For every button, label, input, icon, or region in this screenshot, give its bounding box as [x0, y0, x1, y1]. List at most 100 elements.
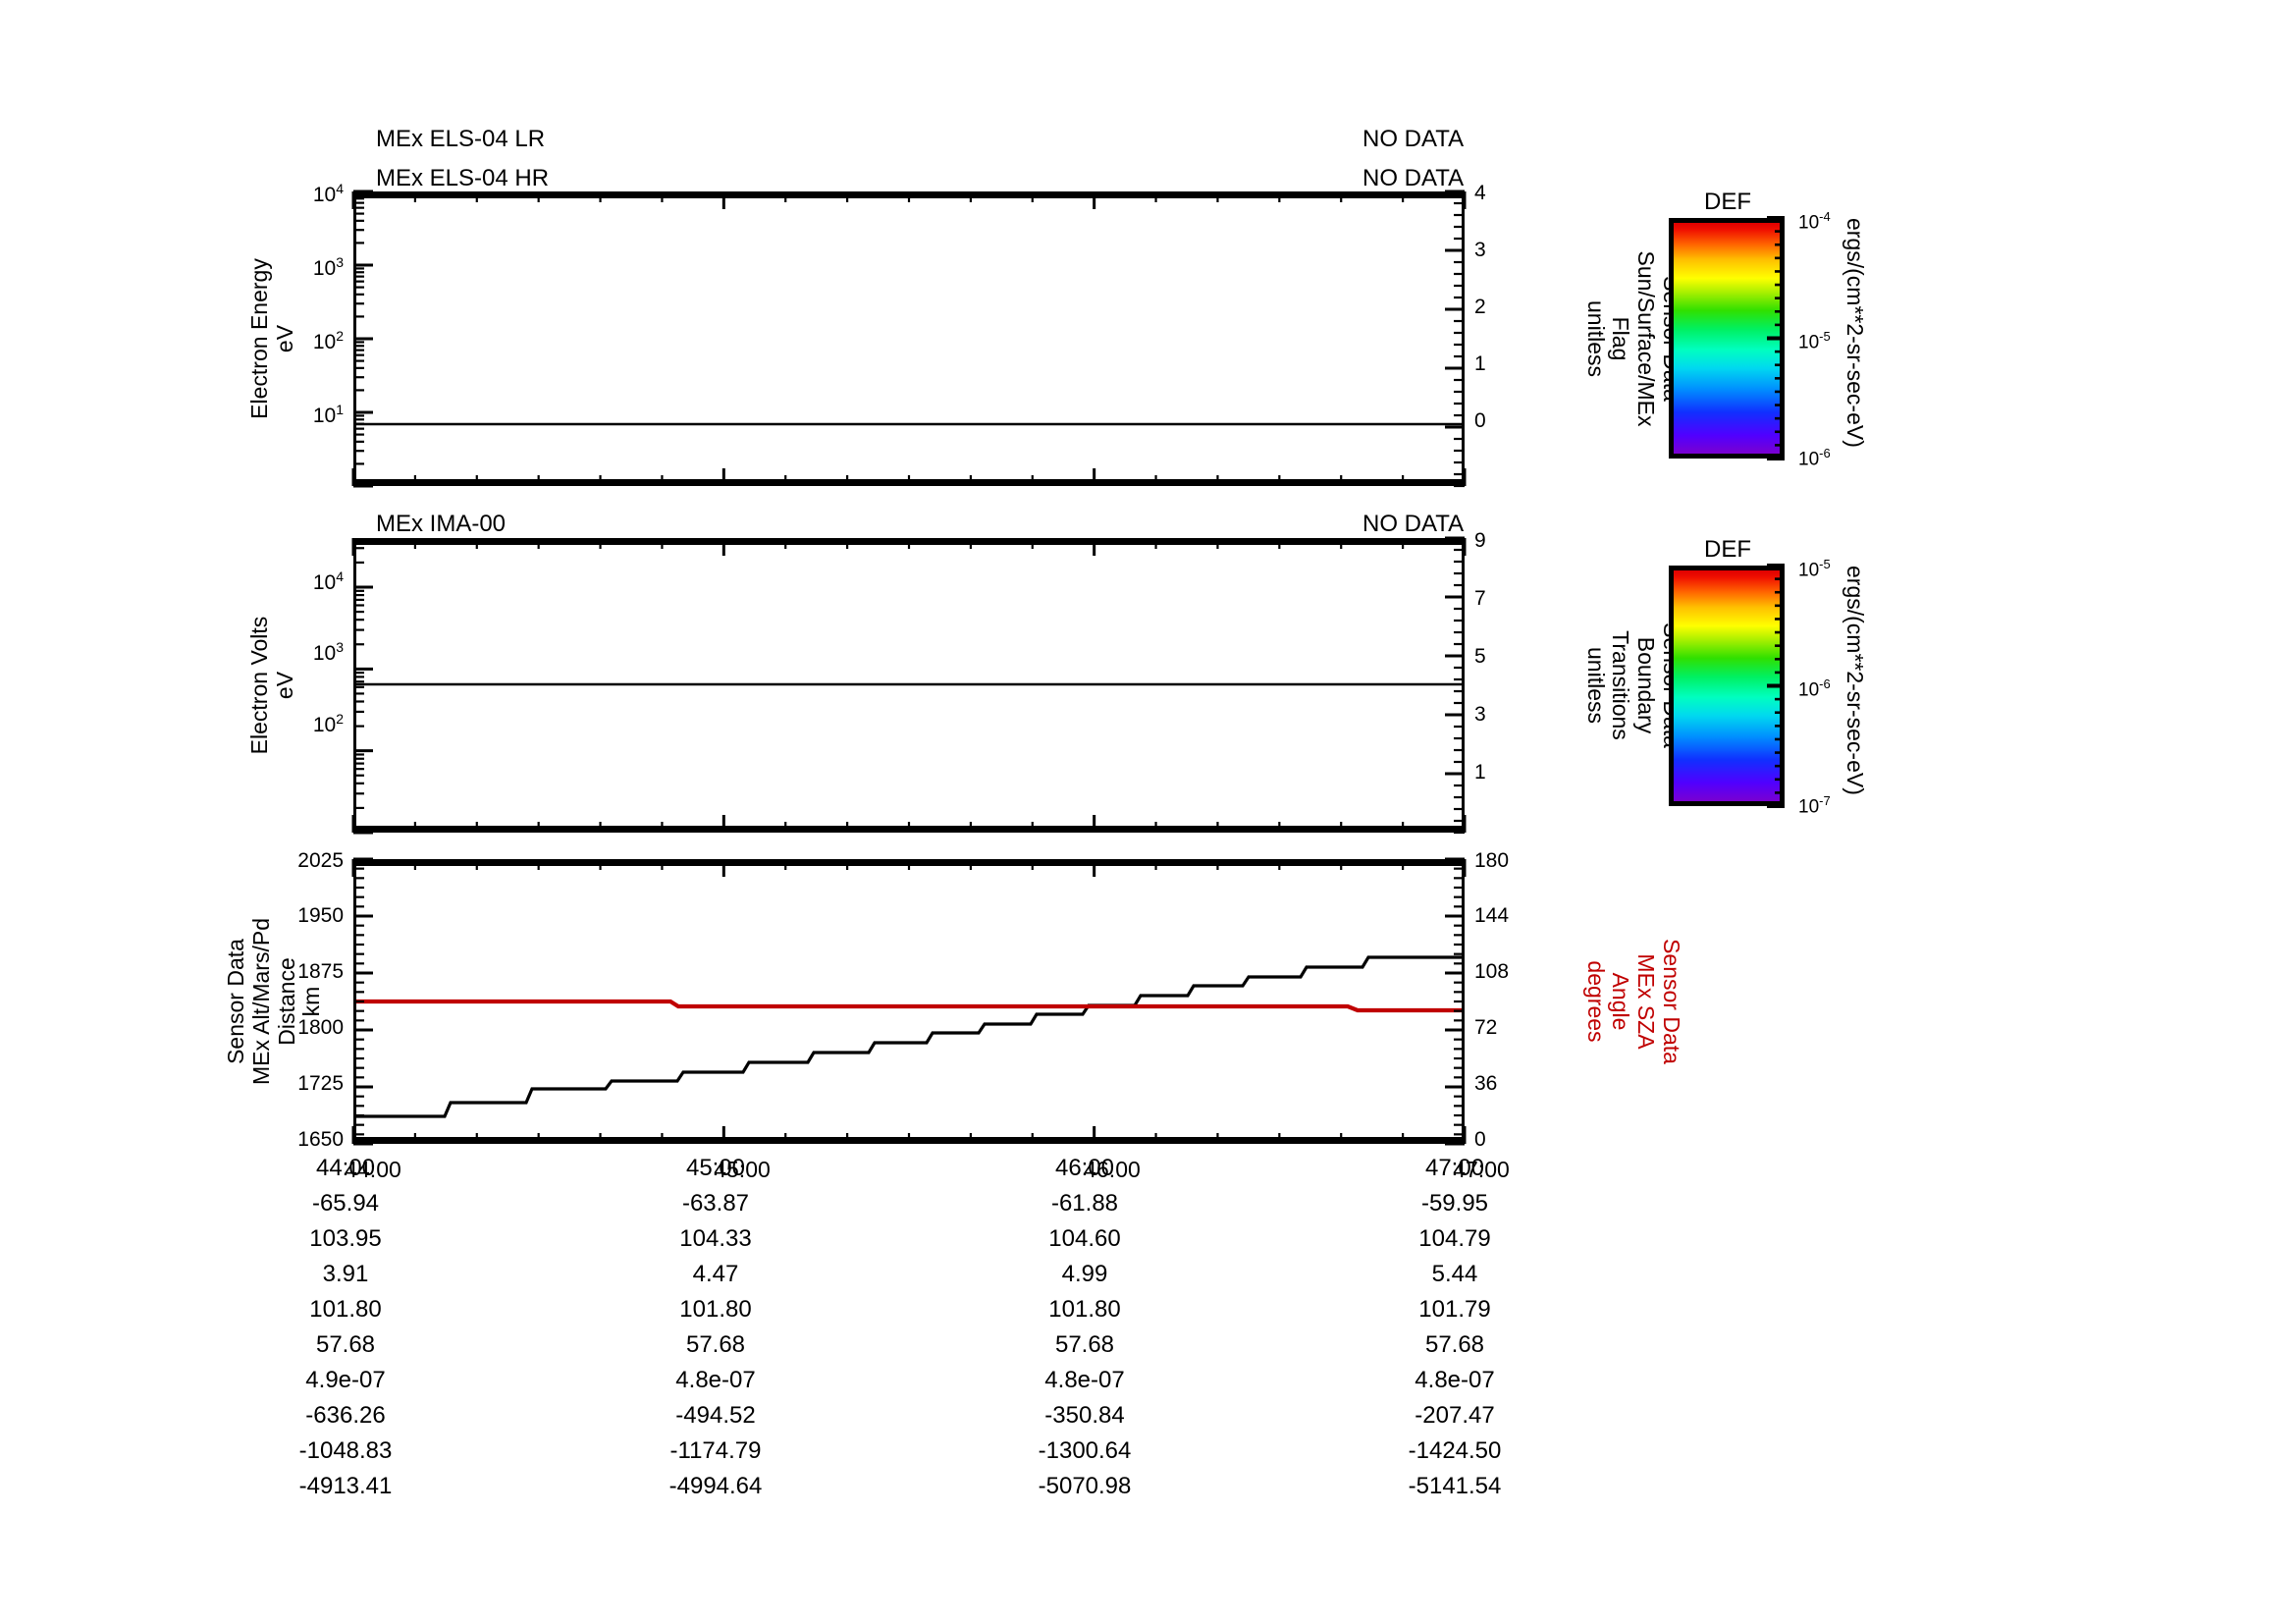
panel-els-left-axis-title: Electron Energy eV [246, 258, 298, 419]
panel-alt-ytick-1950: 1950 [297, 904, 344, 927]
panel-sza-right-axis-title: Sensor Data MEx SZA Angle degrees [1582, 939, 1684, 1064]
colorbar-ima-units: ergs/(cm**2-sr-sec-eV) [1842, 566, 1868, 795]
panel-els-ytick-1e3: 103 [312, 254, 344, 280]
ephemeris-cell: -5070.98 [1038, 1473, 1132, 1499]
colorbar-ima-title: DEF [1704, 536, 1751, 563]
panel-els-nodata-lr: NO DATA [1362, 126, 1465, 152]
ephemeris-cell: 45:00 [685, 1155, 746, 1181]
colorbar-els-gradient [1674, 223, 1780, 454]
panel-els-plot-area[interactable] [353, 191, 1465, 486]
panel-sza-ytick-108: 108 [1474, 960, 1510, 983]
panel-sza-ytick-144: 144 [1474, 904, 1510, 927]
colorbar-ima-tick-bottom: 10-7 [1798, 793, 1831, 818]
ephemeris-cell: -5141.54 [1408, 1473, 1502, 1499]
panel-alt-sza-plot-area[interactable] [353, 859, 1465, 1144]
ephemeris-row: MSOZ (km)-4913.41-4994.64-5070.98-5141.5… [0, 1475, 1531, 1510]
colorbar-ima-box[interactable] [1669, 566, 1785, 806]
panel-els-right-axis-line2: Sun/Surface/MEx [1633, 250, 1660, 427]
ephemeris-cell: 57.68 [685, 1331, 746, 1358]
panel-els-flag-trace [356, 422, 1462, 426]
ephemeris-cell: -59.95 [1420, 1190, 1489, 1217]
colorbar-ima-tick-mid: 10-6 [1798, 676, 1831, 701]
ephemeris-cell: -4994.64 [668, 1473, 763, 1499]
ephemeris-cell: -494.52 [675, 1402, 756, 1429]
ephemeris-cell: 103.95 [309, 1225, 382, 1252]
panel-els-ytick-1e4: 104 [312, 181, 344, 206]
panel-alt-ytick-2025: 2025 [297, 849, 344, 872]
ephemeris-cell: -636.26 [305, 1402, 386, 1429]
panel-ima-ytick-right-9: 9 [1474, 529, 1486, 552]
ephemeris-cell: 57.68 [1424, 1331, 1485, 1358]
panel-sza-ytick-0: 0 [1474, 1128, 1486, 1151]
ephemeris-cell: -350.84 [1044, 1402, 1125, 1429]
colorbar-els-box[interactable] [1669, 218, 1785, 459]
panel-els-ytick-1e1: 101 [312, 402, 344, 427]
panel-sza-right-axis-line3: Angle [1608, 972, 1634, 1031]
panel-ima-ytick-right-3: 3 [1474, 703, 1486, 726]
panel-ima-ytick-1e3: 103 [312, 639, 344, 665]
ephemeris-cell: 4.99 [1061, 1261, 1108, 1287]
ephemeris-cell: 104.33 [679, 1225, 752, 1252]
ephemeris-cell: 47:00 [1424, 1155, 1485, 1181]
ephemeris-cell: 4.47 [692, 1261, 739, 1287]
panel-ima-title: MEx IMA-00 [376, 511, 507, 537]
panel-els-right-axis-line3: Flag [1608, 316, 1634, 361]
ephemeris-cell: 57.68 [315, 1331, 376, 1358]
panel-alt-left-axis-line3: Distance [273, 957, 299, 1046]
ephemeris-cell: 101.80 [309, 1296, 382, 1323]
panel-els-left-axis-line1: Electron Energy [246, 258, 272, 419]
ephemeris-cell: 4.8e-07 [1044, 1367, 1125, 1393]
ephemeris-cell: -63.87 [681, 1190, 750, 1217]
panel-els-ytick-right-3: 3 [1474, 239, 1486, 261]
panel-sza-ytick-36: 36 [1474, 1072, 1498, 1095]
panel-alt-ytick-1725: 1725 [297, 1072, 344, 1095]
panel-els-ytick-right-0: 0 [1474, 409, 1486, 432]
panel-els-left-axis-line2: eV [271, 324, 297, 353]
ephemeris-cell: -1300.64 [1038, 1437, 1132, 1464]
panel-els-title-lr: MEx ELS-04 LR [376, 126, 546, 152]
ephemeris-cell: -1174.79 [669, 1437, 762, 1464]
colorbar-ima-tick-top: 10-5 [1798, 557, 1831, 581]
panel-sza-angle-trace [356, 999, 1462, 1013]
panel-ima-boundary-trace [356, 682, 1462, 686]
ephemeris-row: LST (hr)3.914.474.995.44 [0, 1263, 1531, 1298]
panel-alt-left-axis-line4: km [298, 986, 325, 1017]
ephemeris-cell: 104.60 [1048, 1225, 1121, 1252]
panel-els-title-hr: MEx ELS-04 HR [376, 165, 550, 191]
xtick-label-46: 46:00 [1084, 1157, 1141, 1182]
ephemeris-cell: 5.44 [1431, 1261, 1478, 1287]
panel-ima-right-axis-line2: Boundary [1633, 636, 1660, 734]
panel-els-right-axis-line4: unitless [1582, 300, 1609, 377]
ephemeris-row: MSOX (km)-636.26-494.52-350.84-207.47 [0, 1404, 1531, 1439]
panel-sza-right-axis-line1: Sensor Data [1659, 939, 1684, 1064]
colorbar-els-title: DEF [1704, 189, 1751, 215]
panel-ima-left-axis-title: Electron Volts eV [246, 617, 298, 755]
panel-sza-right-axis-line2: MEx SZA [1633, 953, 1660, 1050]
panel-ima-ytick-right-1: 1 [1474, 761, 1486, 784]
ephemeris-cell: 46:00 [1054, 1155, 1115, 1181]
ephemeris-cell: 101.79 [1418, 1296, 1491, 1323]
ephemeris-cell: 44:00 [315, 1155, 376, 1181]
panel-ima-left-axis-line2: eV [271, 671, 297, 700]
ephemeris-row: PdLat (deg)-65.94-63.87-61.88-59.95 [0, 1192, 1531, 1227]
panel-els-ytick-right-2: 2 [1474, 296, 1486, 318]
ephemeris-cell: 57.68 [1054, 1331, 1115, 1358]
ephemeris-cell: 104.79 [1418, 1225, 1491, 1252]
panel-ima-ytick-1e2: 102 [312, 711, 344, 736]
panel-ima-plot-area[interactable] [353, 538, 1465, 833]
ephemeris-row: MSOY (km)-1048.83-1174.79-1300.64-1424.5… [0, 1439, 1531, 1475]
panel-els-ytick-right-4: 4 [1474, 182, 1486, 204]
ephemeris-cell: -61.88 [1050, 1190, 1119, 1217]
panel-els-ytick-right-1: 1 [1474, 352, 1486, 375]
panel-alt-ytick-1800: 1800 [297, 1016, 344, 1039]
panel-alt-left-axis-line1: Sensor Data [223, 939, 248, 1064]
ephemeris-cell: -1424.50 [1408, 1437, 1502, 1464]
ephemeris-row: X-rays (W/m**2)4.9e-074.8e-074.8e-074.8e… [0, 1369, 1531, 1404]
panel-ima-nodata: NO DATA [1362, 511, 1465, 537]
colorbar-els-units: ergs/(cm**2-sr-sec-eV) [1842, 218, 1868, 448]
